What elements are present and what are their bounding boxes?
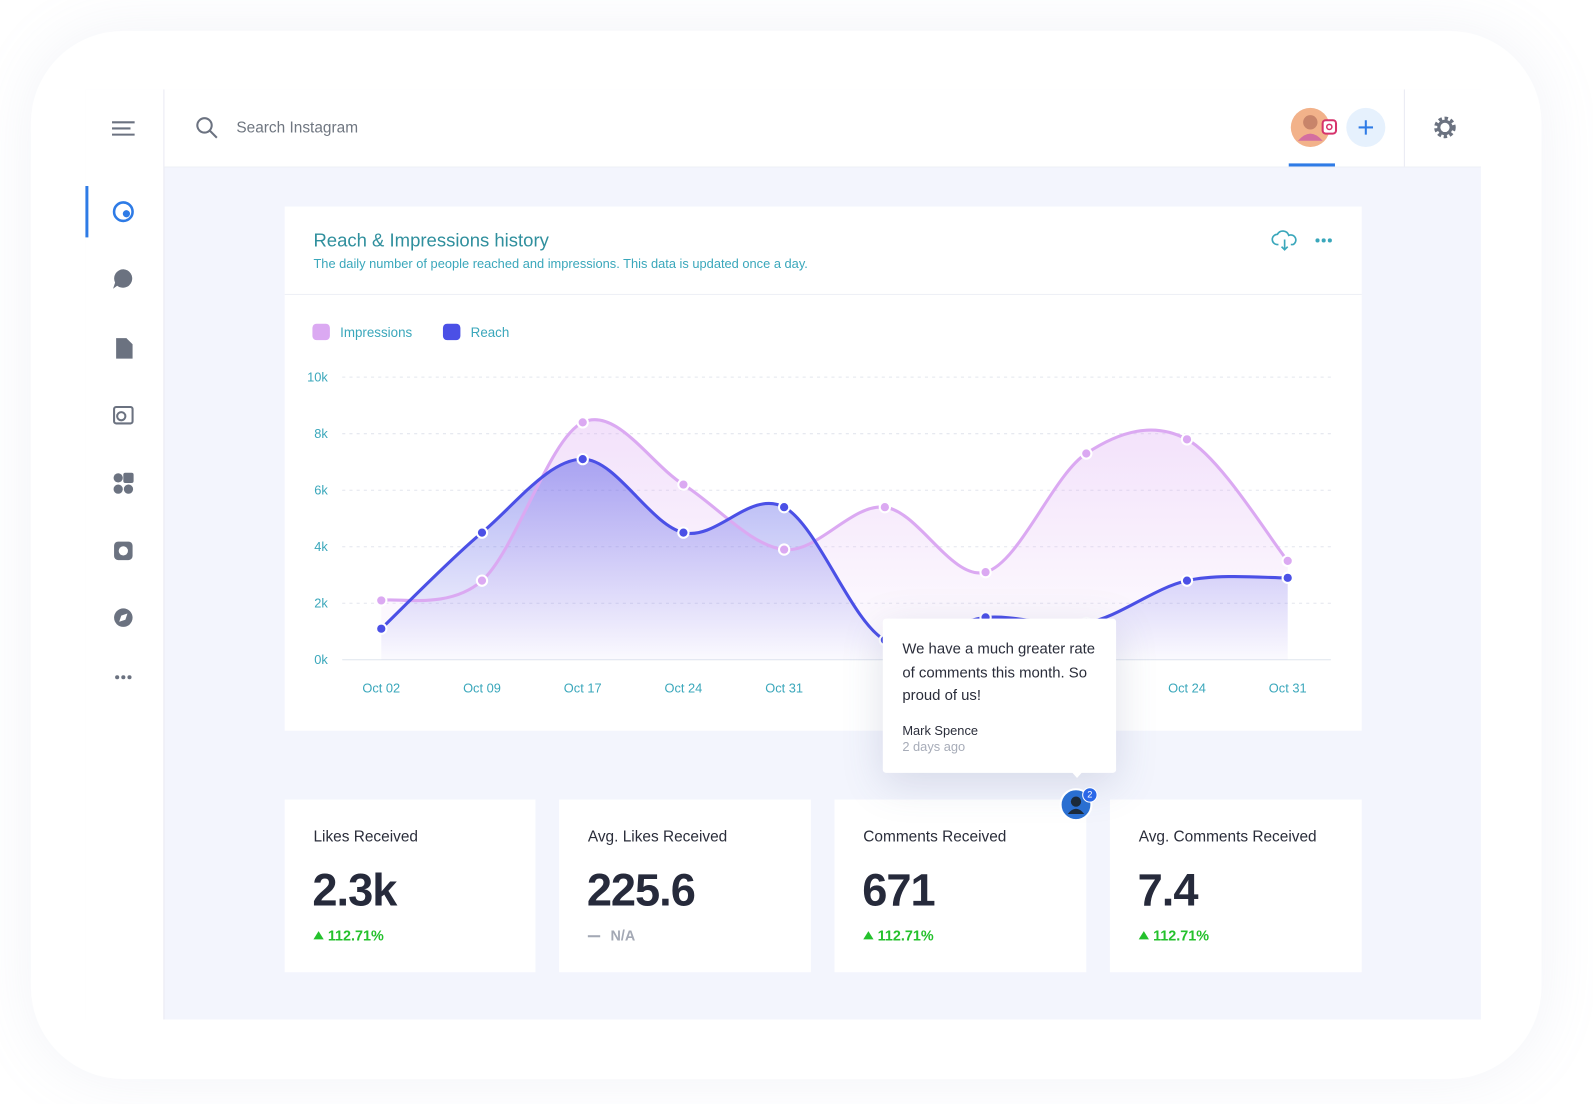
point [1180, 574, 1194, 587]
download-icon[interactable] [1271, 230, 1297, 251]
apps-icon[interactable] [113, 472, 134, 494]
y-tick-label: 0k [314, 652, 328, 667]
report-icon[interactable] [116, 338, 133, 359]
stat-card: Comments Received 671 112.71% [834, 799, 1087, 973]
stat-label: Likes Received [313, 828, 418, 846]
stat-card: Avg. Comments Received 7.4 112.71% [1109, 799, 1362, 973]
x-tick-label: Oct 24 [665, 681, 703, 696]
comments-icon[interactable] [113, 269, 133, 289]
stat-label: Avg. Likes Received [587, 828, 728, 846]
point [777, 501, 791, 514]
comment-time: 2 days ago [902, 739, 966, 755]
analytics-icon[interactable] [112, 201, 134, 223]
point [475, 526, 489, 539]
schedule-icon[interactable] [113, 405, 134, 425]
stat-card: Avg. Likes Received 225.6 N/A [559, 799, 811, 973]
point [1180, 433, 1194, 446]
area [381, 459, 1288, 660]
point [677, 526, 690, 539]
card-actions [1271, 230, 1332, 251]
x-tick-label: Oct 09 [463, 681, 501, 696]
comment-text: We have a much greater rate of comments … [902, 641, 1096, 705]
settings-icon[interactable] [1405, 89, 1482, 166]
x-tick-label: Oct 31 [1269, 681, 1307, 696]
point [475, 574, 489, 587]
chart: Impressions Reach 0k 2k 4k 6k 8k 10k Oct 02 Oct 0… [307, 323, 1331, 696]
y-tick-label: 8k [314, 426, 328, 441]
point [1281, 554, 1294, 568]
stat-label: Comments Received [863, 828, 1007, 846]
comment-count: 2 [1082, 787, 1098, 803]
chart-title: Reach & Impressions history [313, 230, 549, 251]
point [777, 543, 791, 556]
add-account-button[interactable] [1346, 107, 1386, 147]
instagram-icon[interactable] [114, 541, 133, 561]
legend-label: Impressions [340, 325, 412, 340]
x-tick-label: Oct 24 [1168, 681, 1206, 696]
y-tick-label: 4k [314, 539, 328, 554]
menu-icon[interactable] [112, 121, 135, 136]
chart-subtitle: The daily number of people reached and i… [313, 256, 808, 272]
account-avatar[interactable] [1290, 107, 1338, 147]
more-icon[interactable] [115, 675, 132, 680]
active-account-underline [1288, 163, 1335, 167]
card-divider [284, 293, 1362, 295]
point [1080, 447, 1093, 460]
y-tick-label: 6k [314, 482, 328, 497]
settings-area [1403, 89, 1482, 167]
x-tick-label: Oct 02 [362, 681, 400, 696]
legend-swatch [442, 323, 461, 341]
point [979, 566, 992, 579]
line [380, 457, 1288, 647]
y-tick-label: 2k [314, 595, 328, 610]
legend-label: Reach [471, 325, 510, 340]
point [375, 622, 388, 635]
sidebar [85, 89, 165, 1020]
more-options[interactable] [1315, 238, 1332, 243]
stat-change: 112.71% [313, 927, 384, 943]
stat-label: Avg. Comments Received [1138, 828, 1317, 846]
stat-change: N/A [587, 927, 635, 943]
point [576, 416, 589, 429]
top-bar-icons [196, 107, 1386, 167]
line [380, 418, 1289, 603]
stat-value: 2.3k [312, 865, 397, 916]
active-indicator [85, 186, 89, 238]
legend-swatch [312, 323, 330, 341]
stat-change: 112.71% [863, 927, 934, 943]
search-icon[interactable] [196, 117, 218, 139]
stat-value: 7.4 [1137, 865, 1199, 916]
top-bar [164, 89, 1481, 168]
stat-value: 671 [862, 865, 935, 916]
tooltip-arrow [1068, 768, 1086, 778]
sidebar-icons [85, 121, 135, 680]
stat-value: 225.6 [586, 865, 696, 916]
point [375, 594, 388, 607]
explore-icon[interactable] [114, 608, 133, 627]
comment-tooltip: We have a much greater rate of comments … [882, 618, 1117, 773]
point [878, 501, 892, 514]
y-tick-label: 10k [307, 369, 328, 384]
point [576, 452, 589, 466]
x-tick-label: Oct 31 [765, 681, 803, 696]
stat-card: Likes Received 2.3k 112.71% [284, 799, 536, 973]
x-tick-label: Oct 17 [564, 681, 602, 696]
comment-author: Mark Spence [902, 723, 979, 738]
stat-change: 112.71% [1138, 927, 1209, 943]
point [1281, 571, 1294, 584]
search-input[interactable]: Search Instagram [236, 119, 359, 137]
point [677, 478, 690, 491]
